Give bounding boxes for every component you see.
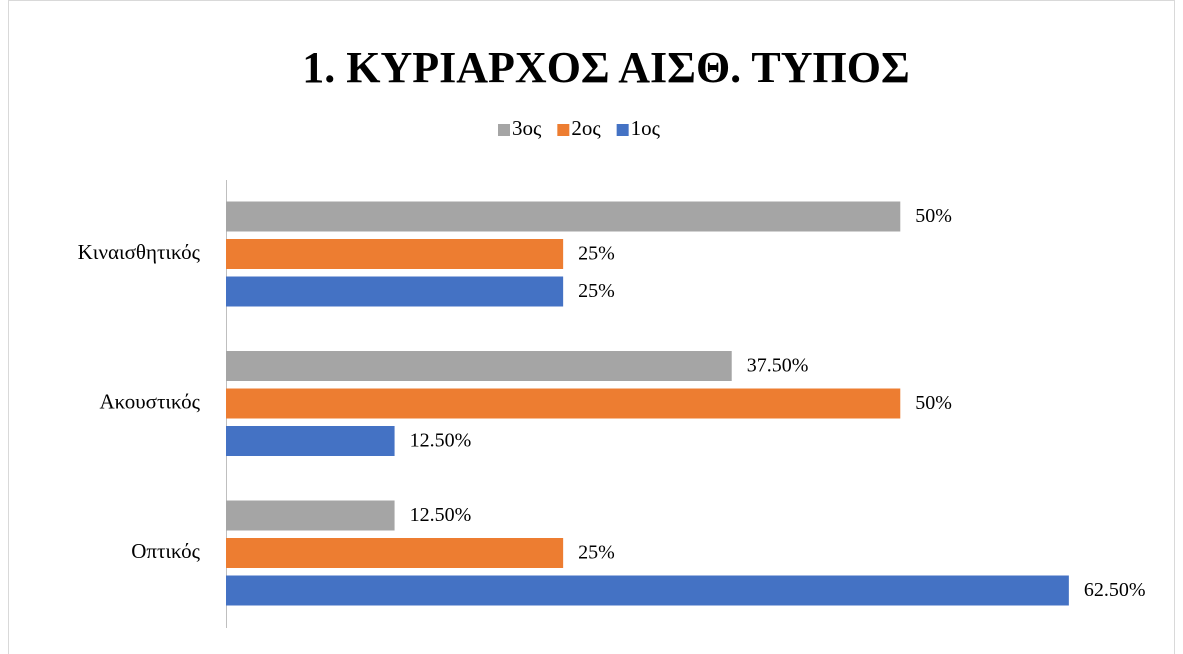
bar bbox=[226, 575, 1069, 606]
data-label: 62.50% bbox=[1084, 579, 1146, 601]
data-label: 12.50% bbox=[410, 504, 472, 526]
legend-label: 2ος bbox=[571, 116, 601, 140]
bar bbox=[226, 351, 732, 381]
bar bbox=[226, 426, 395, 456]
data-label: 37.50% bbox=[747, 355, 809, 377]
legend-label: 3ος bbox=[512, 116, 542, 140]
legend-swatch bbox=[557, 124, 570, 136]
bar bbox=[226, 388, 901, 419]
bar bbox=[226, 276, 564, 307]
legend-label: 1ος bbox=[631, 116, 661, 140]
bar bbox=[226, 239, 564, 269]
legend-swatch bbox=[498, 124, 510, 136]
chart-title: 1. ΚΥΡΙΑΡΧΟΣ ΑΙΣΘ. ΤΥΠΟΣ bbox=[302, 43, 909, 92]
bar bbox=[226, 201, 901, 232]
y-tick-label: Κιναισθητικός bbox=[78, 240, 201, 264]
data-label: 25% bbox=[578, 243, 615, 265]
chart-frame bbox=[8, 0, 1175, 654]
data-label: 50% bbox=[915, 205, 952, 227]
data-label: 50% bbox=[915, 392, 952, 414]
y-tick-label: Ακουστικός bbox=[99, 389, 200, 413]
legend-swatch bbox=[616, 124, 629, 136]
bar bbox=[226, 500, 395, 531]
y-tick-label: Οπτικός bbox=[131, 539, 200, 563]
data-label: 12.50% bbox=[410, 430, 472, 452]
data-label: 25% bbox=[578, 280, 615, 302]
data-label: 25% bbox=[578, 542, 615, 564]
bar bbox=[226, 538, 564, 568]
